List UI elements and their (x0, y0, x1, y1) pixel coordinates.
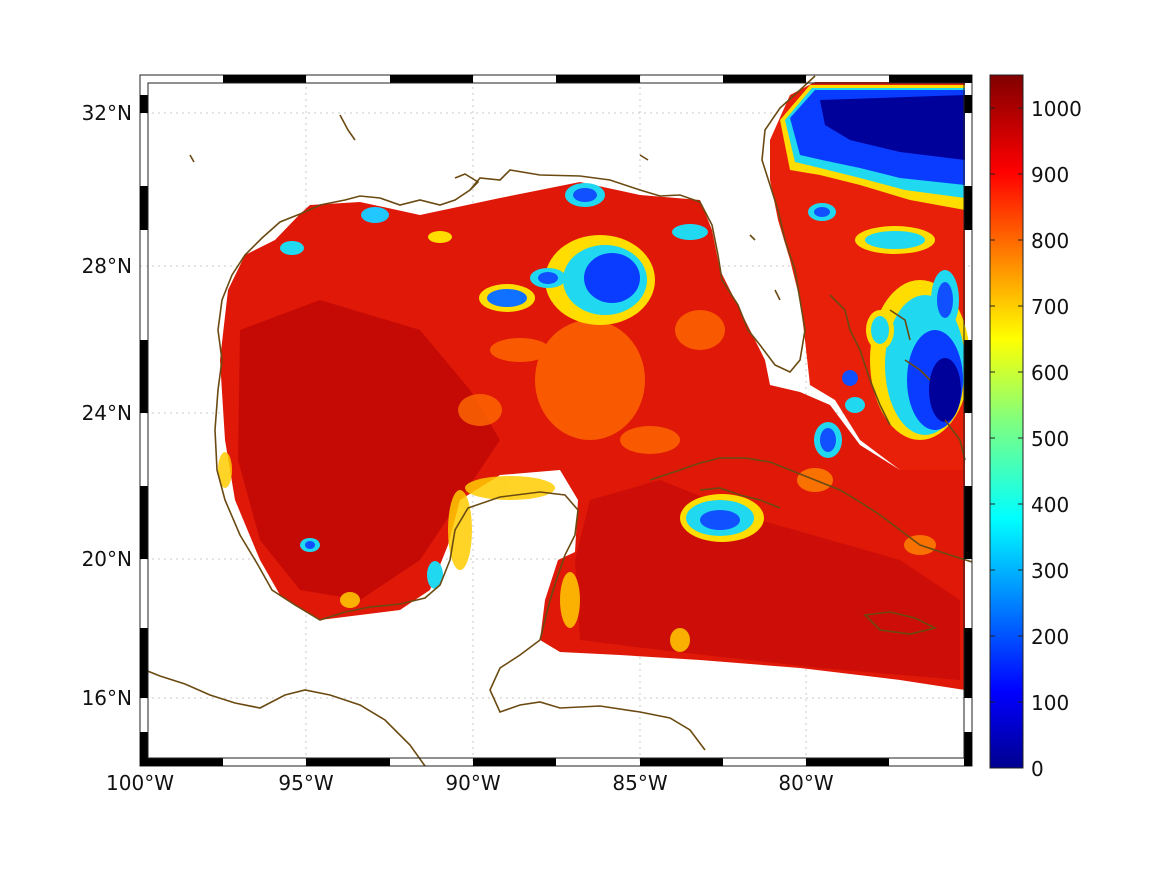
colorbar-label: 700 (1031, 295, 1069, 319)
lat-label-16: 16°N (82, 686, 132, 710)
colorbar-ticks (990, 107, 1023, 769)
latitude-labels: 16°N 20°N 24°N 28°N 32°N (82, 101, 132, 710)
lat-label-28: 28°N (82, 254, 132, 278)
colorbar-label: 0 (1031, 757, 1044, 781)
colorbar-label: 800 (1031, 229, 1069, 253)
colorbar-label: 600 (1031, 361, 1069, 385)
colorbar-label: 500 (1031, 427, 1069, 451)
colorbar-label: 200 (1031, 625, 1069, 649)
data-field (218, 82, 970, 690)
colorbar-gradient (989, 74, 1024, 769)
lat-label-20: 20°N (82, 547, 132, 571)
colorbar-label: 900 (1031, 163, 1069, 187)
lon-label-95: 95°W (278, 771, 333, 795)
lon-label-85: 85°W (612, 771, 667, 795)
colorbar-labels: 0 100 200 300 400 500 600 700 800 900 1000 (1031, 97, 1082, 781)
colorbar-label: 400 (1031, 493, 1069, 517)
colorbar-label: 1000 (1031, 97, 1082, 121)
lon-label-80: 80°W (778, 771, 833, 795)
colorbar-label: 300 (1031, 559, 1069, 583)
colorbar: 0 100 200 300 400 500 600 700 800 900 1000 (989, 74, 1082, 781)
colorbar-label: 100 (1031, 691, 1069, 715)
lon-label-90: 90°W (445, 771, 500, 795)
lat-label-32: 32°N (82, 101, 132, 125)
map-frame (139, 74, 973, 767)
lon-label-100: 100°W (106, 771, 174, 795)
lat-label-24: 24°N (82, 401, 132, 425)
longitude-labels: 100°W 95°W 90°W 85°W 80°W (106, 771, 834, 795)
coastlines (140, 75, 972, 766)
